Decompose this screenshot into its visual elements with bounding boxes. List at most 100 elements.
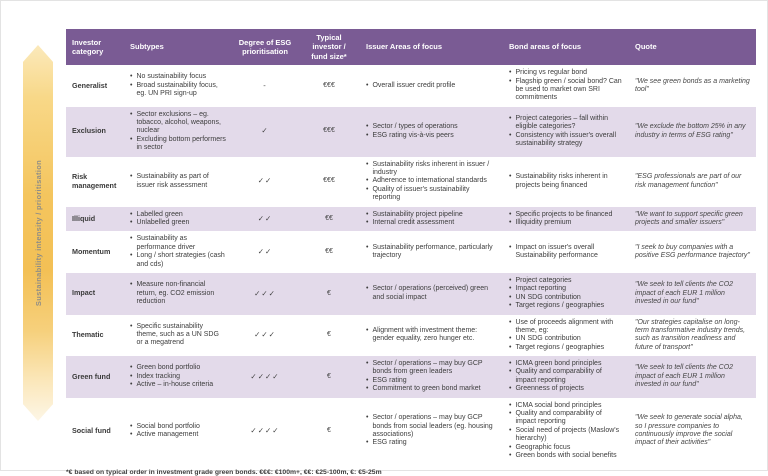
bullet-icon: • — [509, 293, 512, 301]
bond-areas-cell: • Sustainability risks inherent in projec… — [503, 156, 629, 207]
list-item-text: Specific projects to be financed — [515, 210, 613, 218]
list-item: • No sustainability focus — [130, 73, 226, 81]
investor-category-cell: Exclusion — [66, 106, 124, 157]
list-item: • Quality and comparability of impact rep… — [509, 368, 623, 385]
list-item: • Labelled green — [130, 211, 226, 219]
bullet-icon: • — [509, 443, 512, 451]
issuer-areas-cell: • Sustainability risks inherent in issuer… — [360, 156, 503, 207]
list-item: • ICMA green bond principles — [509, 360, 623, 368]
quote-cell: "ESG professionals are part of our risk … — [629, 156, 756, 207]
esg-degree-cell: ✓✓✓ — [232, 314, 298, 357]
list-item-text: Flagship green / social bond? Can be use… — [515, 77, 622, 102]
fund-size-cell: €€€ — [298, 106, 360, 157]
issuer-areas-cell: • Sustainability performance, particularl… — [360, 231, 503, 273]
investor-category-cell: Green fund — [66, 356, 124, 398]
euro-size-indicator: € — [327, 426, 331, 434]
list-item-text: Sector / types of operations — [372, 123, 458, 131]
bond-areas-cell: • Impact on issuer's overall Sustainabili… — [503, 231, 629, 273]
list-item-text: Labelled green — [136, 210, 183, 218]
list-item: • Commitment to green bond market — [366, 385, 497, 393]
investor-category-cell: Thematic — [66, 314, 124, 357]
list-item-text: Social bond portfolio — [136, 422, 200, 430]
issuer-areas-cell: • Sector / types of operations • ESG rating… — [360, 106, 503, 157]
issuer-areas-cell: • Sector / operations – may buy GCP bonds… — [360, 397, 503, 465]
quote-cell: "Our strategies capitalise on long-term … — [629, 314, 756, 357]
euro-size-indicator: €€ — [325, 214, 333, 222]
list-item: • Internal credit assessment — [366, 219, 497, 227]
bullet-icon: • — [130, 110, 133, 118]
col-header-subtypes: Subtypes — [124, 29, 232, 66]
bullet-icon: • — [509, 401, 512, 409]
subtypes-cell: • Specific sustainability theme, such as … — [124, 314, 232, 357]
fund-size-cell: € — [298, 314, 360, 357]
checkmark-icons: ✓✓✓ — [254, 330, 276, 340]
esg-degree-cell: ✓✓✓✓ — [232, 356, 298, 398]
list-item: • Active – in-house criteria — [130, 381, 226, 389]
quote-cell: "We seek to tell clients the CO2 impact … — [629, 356, 756, 398]
euro-size-indicator: €€€ — [323, 127, 335, 135]
list-item: • Consistency with issuer's overall susta… — [509, 132, 623, 149]
subtypes-cell: • Measure non-financial return, eg. CO2 e… — [124, 272, 232, 315]
bullet-icon: • — [130, 281, 133, 289]
sustainability-intensity-arrow: Sustainability intensity / prioritisatio… — [23, 45, 53, 421]
bullet-icon: • — [509, 69, 512, 77]
euro-size-indicator: € — [327, 331, 331, 339]
list-item: • ESG rating — [366, 377, 497, 385]
fund-size-cell: €€€ — [298, 65, 360, 107]
list-item: • Specific sustainability theme, such as … — [130, 323, 226, 348]
list-item: • Sustainability as part of issuer risk a… — [130, 173, 226, 190]
table-row-social-fund: Social fund • Social bond portfolio • Active… — [66, 397, 756, 465]
list-item: • Impact reporting — [509, 285, 623, 293]
list-item: • Geographic focus — [509, 444, 623, 452]
issuer-areas-cell: • Alignment with investment theme: gender… — [360, 314, 503, 357]
bullet-icon: • — [509, 285, 512, 293]
bullet-icon: • — [366, 414, 369, 422]
bullet-icon: • — [130, 422, 133, 430]
bullet-icon: • — [509, 210, 512, 218]
quote-cell: "We exclude the bottom 25% in any indust… — [629, 106, 756, 157]
bullet-icon: • — [366, 131, 369, 139]
bullet-icon: • — [366, 385, 369, 393]
list-item-text: Sector / operations (perceived) green an… — [372, 285, 489, 301]
list-item-text: Specific sustainability theme, such as a… — [136, 322, 219, 347]
investor-category-cell: Social fund — [66, 397, 124, 465]
bond-areas-cell: • ICMA social bond principles • Quality and… — [503, 397, 629, 465]
list-item: • Green bond portfolio — [130, 364, 226, 372]
list-item-text: Target regions / geographies — [515, 343, 605, 351]
list-item-text: Impact reporting — [515, 285, 567, 293]
bullet-icon: • — [366, 160, 369, 168]
list-item-text: Sustainability performance, particularly… — [372, 243, 493, 260]
list-item-text: No sustainability focus — [136, 73, 207, 81]
esg-degree-cell: ✓ — [232, 106, 298, 157]
list-item-text: Target regions / geographies — [515, 302, 605, 310]
list-item: • Sector / types of operations — [366, 123, 497, 131]
euro-size-indicator: €€ — [325, 247, 333, 255]
table-row-green-fund: Green fund • Green bond portfolio • Index tr… — [66, 356, 756, 398]
bullet-icon: • — [509, 360, 512, 368]
list-item-text: Social need of projects (Maslow's hierar… — [515, 426, 620, 443]
list-item: • Use of proceeds alignment with theme, e… — [509, 319, 623, 336]
bullet-icon: • — [366, 326, 369, 334]
list-item: • Sector / operations (perceived) green a… — [366, 285, 497, 302]
esg-degree-cell: ✓✓ — [232, 231, 298, 273]
list-item-text: Sustainability risks inherent in issuer … — [372, 160, 490, 177]
list-item: • Adherence to international standards — [366, 177, 497, 185]
col-header-issuer-areas-of-focus: Issuer Areas of focus — [360, 29, 503, 66]
quote-cell: "We want to support specific green proje… — [629, 206, 756, 232]
bullet-icon: • — [366, 81, 369, 89]
list-item-text: ESG rating vis-à-vis peers — [372, 131, 454, 139]
euro-size-indicator: € — [327, 372, 331, 380]
bullet-icon: • — [130, 81, 133, 89]
list-item: • Flagship green / social bond? Can be us… — [509, 78, 623, 103]
list-item: • Project categories — [509, 277, 623, 285]
quote-cell: "We seek to tell clients the CO2 impact … — [629, 272, 756, 315]
list-item-text: Use of proceeds alignment with theme, eg… — [515, 318, 614, 334]
esg-degree-cell: ✓✓✓✓ — [232, 397, 298, 465]
table-row-generalist: Generalist • No sustainability focus • Broad… — [66, 65, 756, 107]
list-item: • Sustainability project pipeline — [366, 211, 497, 219]
subtypes-cell: • Green bond portfolio • Index tracking • Act… — [124, 356, 232, 398]
list-item-text: ICMA green bond principles — [515, 360, 602, 368]
bullet-icon: • — [130, 173, 133, 181]
bullet-icon: • — [130, 218, 133, 226]
footnote: *€ based on typical order in investment … — [66, 469, 382, 476]
